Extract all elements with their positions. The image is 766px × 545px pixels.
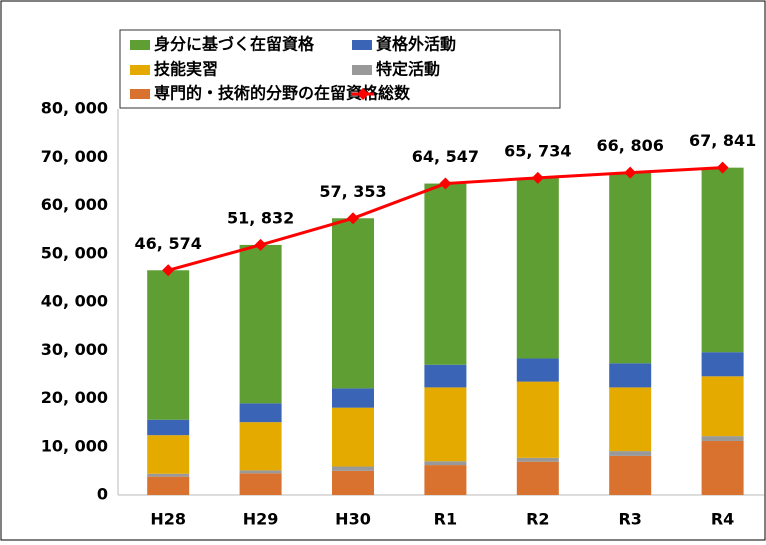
bar-segment — [609, 455, 652, 495]
bar-segment — [147, 419, 190, 436]
data-label: 57, 353 — [319, 182, 386, 201]
y-tick-label: 50, 000 — [41, 243, 108, 262]
legend-marker — [357, 88, 369, 100]
data-label: 64, 547 — [412, 147, 479, 166]
total-marker — [439, 177, 452, 190]
x-tick-label: H29 — [243, 510, 279, 529]
legend-swatch — [352, 40, 372, 50]
legend-label: 資格外活動 — [376, 35, 456, 54]
bar-segment — [516, 461, 559, 495]
legend-label: 身分に基づく在留資格 — [154, 35, 315, 54]
legend-box — [119, 29, 561, 109]
bar-segment — [609, 387, 652, 452]
bar-segment — [701, 167, 744, 353]
bar-segment — [332, 466, 374, 471]
bar-segment — [332, 407, 374, 467]
bar-segment — [147, 476, 190, 495]
legend-swatch — [352, 65, 372, 75]
x-tick-label: H28 — [150, 510, 186, 529]
x-tick-label: H30 — [335, 510, 371, 529]
bar-segment — [332, 388, 374, 408]
x-tick-label: R1 — [434, 510, 457, 529]
bar-segment — [239, 422, 282, 471]
bar-segment — [609, 363, 652, 388]
bar-segment — [239, 470, 282, 474]
bar-segment — [147, 270, 190, 420]
total-marker — [254, 238, 267, 251]
y-tick-label: 0 — [97, 485, 108, 504]
total-marker — [162, 264, 175, 277]
legend-swatch — [130, 89, 150, 99]
y-tick-label: 80, 000 — [41, 99, 108, 118]
bar-segment — [147, 473, 190, 477]
data-label: 51, 832 — [227, 208, 294, 227]
bar-segment — [147, 435, 190, 474]
bar-segment — [516, 358, 559, 382]
bar-segment — [609, 172, 652, 364]
y-tick-label: 20, 000 — [41, 388, 108, 407]
bar-segment — [424, 183, 467, 365]
y-tick-label: 60, 000 — [41, 195, 108, 214]
bar-segment — [424, 465, 467, 495]
bar-segment — [516, 177, 559, 359]
bar-segment — [239, 244, 282, 404]
legend-label: 特定活動 — [376, 60, 440, 79]
bar-segment — [424, 461, 467, 466]
bar-segment — [701, 436, 744, 441]
legend-swatch — [130, 65, 150, 75]
y-tick-label: 10, 000 — [41, 436, 108, 455]
x-tick-label: R4 — [711, 510, 734, 529]
bar-segment — [701, 352, 744, 377]
bar-segment — [239, 473, 282, 495]
legend-label: 技能実習 — [154, 60, 218, 79]
legend-swatch — [130, 40, 150, 50]
bar-segment — [424, 364, 467, 388]
x-tick-label: R3 — [618, 510, 641, 529]
total-marker — [624, 166, 637, 179]
bar-segment — [332, 218, 374, 389]
bar-segment — [701, 376, 744, 437]
data-label: 65, 734 — [504, 141, 571, 160]
data-label: 46, 574 — [135, 234, 202, 253]
bar-segment — [701, 440, 744, 495]
total-marker — [716, 161, 729, 174]
bar-segment — [609, 451, 652, 456]
total-marker — [531, 171, 544, 184]
bar-segment — [424, 387, 467, 462]
legend-label: 総数 — [378, 84, 411, 103]
data-label: 66, 806 — [597, 136, 664, 155]
y-tick-label: 30, 000 — [41, 340, 108, 359]
data-label: 67, 841 — [689, 131, 756, 150]
total-marker — [347, 212, 359, 225]
y-tick-label: 70, 000 — [41, 147, 108, 166]
y-tick-label: 40, 000 — [41, 292, 108, 311]
legend-label: 専門的・技術的分野の在留資格 — [154, 84, 379, 103]
bar-segment — [332, 470, 374, 495]
bar-segment — [516, 457, 559, 462]
bar-segment — [239, 403, 282, 423]
bar-segment — [516, 381, 559, 458]
x-tick-label: R2 — [526, 510, 549, 529]
